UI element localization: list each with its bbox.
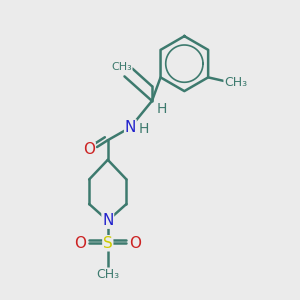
Text: H: H bbox=[157, 102, 167, 116]
Text: CH₃: CH₃ bbox=[111, 61, 132, 72]
Text: O: O bbox=[129, 236, 141, 251]
Text: N: N bbox=[102, 213, 113, 228]
Text: S: S bbox=[103, 236, 113, 251]
Text: O: O bbox=[74, 236, 86, 251]
Text: CH₃: CH₃ bbox=[96, 268, 119, 281]
Text: O: O bbox=[83, 142, 95, 158]
Text: N: N bbox=[125, 120, 136, 135]
Text: CH₃: CH₃ bbox=[224, 76, 247, 89]
Text: H: H bbox=[139, 122, 149, 136]
